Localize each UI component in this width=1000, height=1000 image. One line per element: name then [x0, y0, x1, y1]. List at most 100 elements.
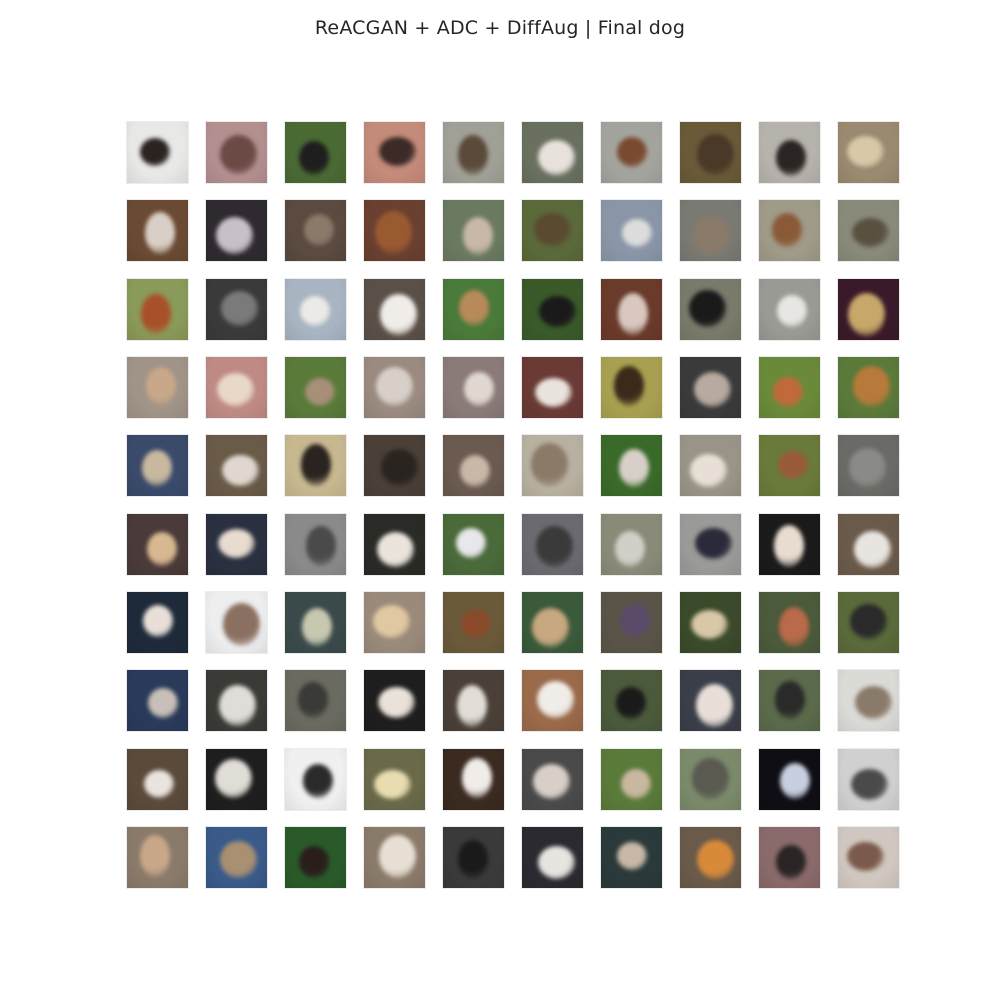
- generated-sample-image: [363, 669, 426, 732]
- subject-shape: [531, 443, 568, 486]
- subject-shape: [381, 449, 418, 486]
- generated-sample-image: [837, 434, 900, 497]
- generated-sample-image: [837, 356, 900, 419]
- generated-sample-image: [679, 199, 742, 262]
- generated-sample-image: [600, 199, 663, 262]
- generated-sample-image: [284, 356, 347, 419]
- subject-shape: [697, 840, 734, 879]
- generated-sample-image: [126, 591, 189, 654]
- generated-sample-image: [679, 513, 742, 576]
- generated-sample-image: [758, 434, 821, 497]
- subject-shape: [461, 610, 491, 638]
- subject-shape: [303, 764, 333, 798]
- generated-sample-image: [837, 278, 900, 341]
- generated-sample-image: [442, 513, 505, 576]
- generated-sample-image: [205, 278, 268, 341]
- subject-shape: [617, 842, 647, 870]
- generated-sample-image: [600, 826, 663, 889]
- subject-shape: [143, 605, 173, 637]
- generated-sample-image: [679, 591, 742, 654]
- subject-shape: [300, 296, 330, 326]
- subject-shape: [298, 682, 328, 718]
- subject-shape: [222, 455, 259, 486]
- generated-sample-image: [679, 826, 742, 889]
- subject-shape: [378, 687, 415, 718]
- subject-shape: [777, 295, 807, 327]
- generated-sample-image: [758, 199, 821, 262]
- generated-sample-image: [679, 121, 742, 184]
- generated-sample-image: [284, 434, 347, 497]
- generated-sample-image: [126, 826, 189, 889]
- generated-sample-image: [521, 434, 584, 497]
- generated-sample-image: [442, 826, 505, 889]
- generated-sample-image: [758, 121, 821, 184]
- subject-shape: [619, 449, 649, 487]
- generated-sample-image: [758, 356, 821, 419]
- subject-shape: [775, 681, 805, 719]
- subject-shape: [695, 528, 732, 559]
- subject-shape: [220, 841, 257, 878]
- subject-shape: [773, 377, 803, 407]
- subject-shape: [219, 685, 256, 726]
- generated-sample-image: [521, 669, 584, 732]
- subject-shape: [532, 608, 569, 647]
- subject-shape: [534, 213, 571, 246]
- subject-shape: [776, 140, 806, 176]
- subject-shape: [689, 290, 726, 327]
- generated-sample-image: [442, 434, 505, 497]
- generated-sample-image: [679, 748, 742, 811]
- subject-shape: [696, 684, 733, 727]
- subject-shape: [299, 846, 329, 878]
- generated-sample-image: [600, 669, 663, 732]
- generated-sample-image: [363, 278, 426, 341]
- subject-shape: [460, 455, 490, 487]
- generated-sample-image: [126, 748, 189, 811]
- generated-sample-image: [205, 356, 268, 419]
- subject-shape: [615, 531, 645, 567]
- subject-shape: [621, 769, 651, 799]
- subject-shape: [776, 845, 806, 879]
- generated-sample-image: [442, 669, 505, 732]
- subject-shape: [306, 526, 336, 566]
- subject-shape: [140, 138, 170, 166]
- generated-sample-image: [205, 199, 268, 262]
- generated-sample-image: [600, 591, 663, 654]
- generated-sample-image: [284, 513, 347, 576]
- generated-sample-image: [363, 826, 426, 889]
- subject-shape: [463, 217, 493, 255]
- generated-sample-image: [284, 826, 347, 889]
- generated-sample-image: [363, 748, 426, 811]
- generated-sample-image: [600, 748, 663, 811]
- generated-sample-image: [837, 591, 900, 654]
- generated-sample-image: [679, 669, 742, 732]
- subject-shape: [216, 217, 253, 254]
- generated-sample-image: [600, 278, 663, 341]
- subject-shape: [305, 378, 335, 406]
- subject-shape: [533, 764, 570, 799]
- subject-shape: [848, 293, 885, 336]
- generated-sample-image: [679, 356, 742, 419]
- generated-sample-image: [126, 513, 189, 576]
- generated-sample-image: [679, 434, 742, 497]
- generated-sample-image: [758, 591, 821, 654]
- subject-shape: [854, 531, 891, 568]
- subject-shape: [302, 608, 332, 646]
- generated-sample-image: [126, 121, 189, 184]
- subject-shape: [458, 135, 488, 175]
- generated-sample-image: [521, 826, 584, 889]
- subject-shape: [778, 451, 808, 479]
- subject-shape: [847, 136, 884, 167]
- subject-shape: [537, 681, 574, 718]
- subject-shape: [462, 758, 492, 798]
- subject-shape: [217, 373, 254, 406]
- subject-shape: [539, 296, 576, 327]
- generated-sample-image: [284, 199, 347, 262]
- generated-sample-image: [758, 826, 821, 889]
- subject-shape: [457, 685, 487, 727]
- generated-sample-image: [126, 356, 189, 419]
- generated-sample-image: [442, 199, 505, 262]
- generated-sample-image: [284, 748, 347, 811]
- subject-shape: [693, 216, 730, 255]
- generated-sample-image: [442, 591, 505, 654]
- subject-shape: [377, 532, 414, 567]
